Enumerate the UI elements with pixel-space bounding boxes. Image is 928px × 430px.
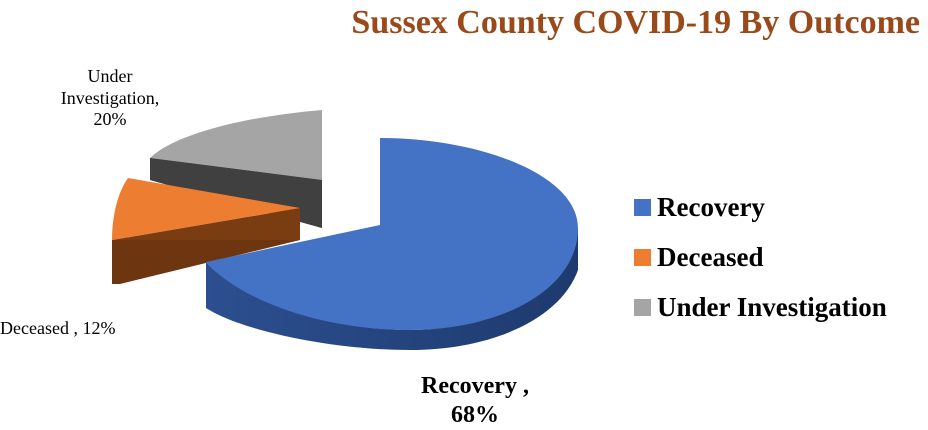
legend-item-recovery: Recovery <box>634 182 887 232</box>
legend-item-under-investigation: Under Investigation <box>634 282 887 332</box>
legend: Recovery Deceased Under Investigation <box>634 182 887 332</box>
data-label-recovery: Recovery , 68% <box>400 372 550 430</box>
data-label-under-investigation: Under Investigation, 20% <box>50 66 170 131</box>
legend-swatch-deceased <box>634 248 651 266</box>
data-label-deceased-name: Deceased , <box>0 318 78 338</box>
data-label-deceased: Deceased , 12% <box>0 318 170 340</box>
pie-slice-recovery <box>206 138 578 350</box>
data-label-under-investigation-name: Under Investigation, <box>60 66 160 108</box>
data-label-deceased-value: 12% <box>82 318 116 338</box>
legend-swatch-recovery <box>634 198 651 216</box>
data-label-under-investigation-value: 20% <box>93 109 127 130</box>
data-label-recovery-value: 68% <box>451 401 499 428</box>
legend-label-under-investigation: Under Investigation <box>657 291 887 322</box>
legend-swatch-under-investigation <box>634 298 651 316</box>
legend-label-recovery: Recovery <box>657 191 765 222</box>
legend-item-deceased: Deceased <box>634 232 887 282</box>
data-label-recovery-name: Recovery , <box>421 373 529 399</box>
chart-title: Sussex County COVID-19 By Outcome <box>351 4 920 41</box>
legend-label-deceased: Deceased <box>657 241 764 272</box>
